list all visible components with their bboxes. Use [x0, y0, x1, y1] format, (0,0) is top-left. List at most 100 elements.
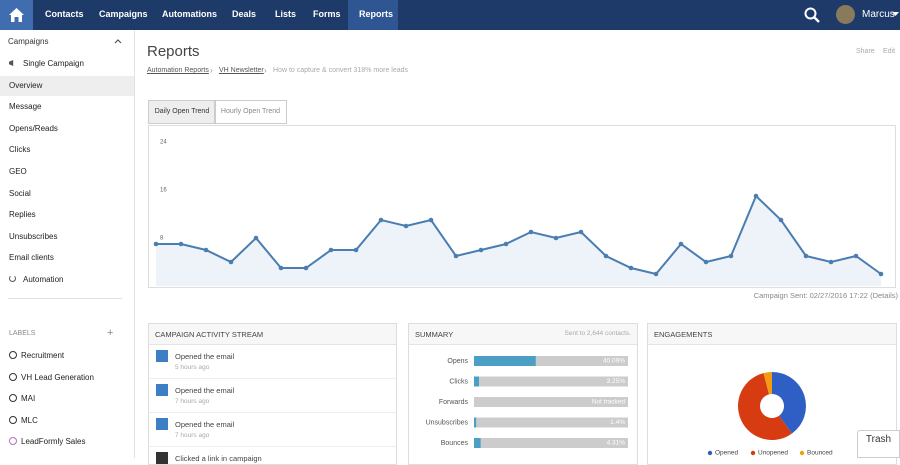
trend-chart-box: 8 16 24 [148, 125, 896, 288]
nav-item[interactable]: Campaigns [99, 9, 148, 19]
nav-item[interactable]: Forms [313, 9, 341, 19]
sidebar-item[interactable]: Replies [9, 210, 36, 220]
label-item[interactable]: VH Lead Generation [21, 372, 94, 382]
add-label[interactable]: + [107, 327, 114, 339]
sidebar-item[interactable]: Social [9, 188, 31, 198]
search-icon[interactable] [803, 6, 821, 24]
page-title: Reports [147, 43, 200, 60]
sidebar-item[interactable]: Single Campaign [23, 59, 84, 68]
summary-chart: Opens 40.09% Clicks 3.25% Forwards Not tracke… [426, 356, 628, 448]
summary-track [474, 397, 628, 407]
sidebar-item[interactable]: Message [9, 102, 42, 112]
legend-dot [707, 450, 713, 456]
trash-button[interactable]: Trash [857, 430, 900, 458]
summary-bar [474, 417, 477, 428]
sidebar-section[interactable]: Campaigns [8, 37, 49, 46]
trend-point [378, 217, 384, 223]
details-link[interactable]: (Details) [870, 291, 898, 300]
sent-date: Campaign Sent: 02/27/2016 17:22 [753, 291, 868, 300]
summary-track [474, 376, 628, 387]
summary-value: 40.09% [603, 358, 625, 365]
pie-slice [763, 372, 772, 395]
nav-item[interactable]: Deals [232, 9, 257, 19]
label-item[interactable]: LeadFormly Sales [21, 437, 86, 447]
trend-point [303, 265, 309, 271]
activity-avatar [156, 350, 168, 362]
trend-point [478, 247, 484, 253]
activity-text: Opened the email [175, 420, 235, 429]
pie-slice [772, 372, 806, 434]
trend-point [203, 247, 209, 253]
home-icon [9, 8, 24, 22]
label-item[interactable]: Recruitment [21, 351, 65, 360]
sidebar-item[interactable]: Unsubscribes [9, 231, 58, 241]
trend-point [728, 253, 734, 259]
summary-value: 3.25% [607, 378, 626, 385]
panel-title: SUMMARY [415, 330, 454, 339]
label-circle [9, 437, 17, 446]
trend-point [528, 229, 534, 235]
sidebar-item[interactable]: Overview [9, 80, 43, 90]
home-button[interactable] [0, 0, 33, 30]
activity-divider [149, 378, 396, 379]
sidebar-item[interactable]: Automation [23, 275, 64, 284]
sidebar-item[interactable]: Clicks [9, 145, 31, 155]
activity-avatar [156, 418, 168, 430]
sidebar: Campaigns LABELS + Single Campaign Overvi… [0, 30, 135, 458]
trend-point [628, 265, 634, 271]
trend-point [678, 241, 684, 247]
legend-dot [799, 450, 805, 456]
y-tick-label: 24 [160, 140, 167, 146]
pie-slice [738, 373, 792, 440]
sidebar-item[interactable]: GEO [9, 167, 27, 176]
activity-text: Opened the email [175, 352, 235, 361]
avatar[interactable] [836, 5, 855, 24]
edit-link[interactable]: Edit [883, 48, 896, 55]
activity-time: 5 hours ago [175, 364, 210, 371]
trend-point [828, 259, 834, 265]
trend-point [603, 253, 609, 259]
nav-item[interactable]: Reports [359, 9, 394, 19]
trend-point [753, 193, 759, 199]
collapse-icon[interactable] [114, 38, 122, 44]
activity-divider [149, 412, 396, 413]
y-tick-label: 8 [160, 236, 164, 242]
activity-time: 7 hours ago [175, 432, 210, 439]
breadcrumb-2[interactable]: VH Newsletter [219, 67, 264, 74]
engagement-chart: Opened Unopened Bounced [707, 372, 833, 457]
trend-point [503, 241, 509, 247]
share-link[interactable]: Share [856, 48, 875, 55]
active-item-bg [0, 75, 134, 96]
trend-point [428, 217, 434, 223]
trend-point [803, 253, 809, 259]
nav-item[interactable]: Contacts [45, 9, 84, 19]
top-nav: Marcus Contacts Campaigns Automations Deals… [0, 0, 900, 30]
trend-chart: 8 16 24 [153, 140, 884, 286]
legend-label: Bounced [807, 450, 833, 457]
breadcrumb-sep: › [210, 66, 213, 75]
summary-bar [474, 356, 536, 366]
user-name[interactable]: Marcus [862, 9, 895, 20]
label-circle [9, 372, 17, 381]
activity-text: Clicked a link in campaign [175, 454, 262, 463]
nav-item[interactable]: Automations [162, 9, 217, 19]
label-circle [9, 351, 17, 359]
engagements-panel: ENGAGEMENTS Opened Unopened Bounced [647, 323, 897, 465]
trend-point [178, 241, 184, 247]
y-tick-label: 16 [160, 188, 167, 194]
label-item[interactable]: MLC [21, 415, 38, 425]
summary-bar [474, 376, 480, 387]
breadcrumb-1[interactable]: Automation Reports [147, 67, 209, 74]
nav-item[interactable]: Lists [275, 9, 297, 19]
summary-label: Unsubscribes [426, 419, 469, 426]
sidebar-item[interactable]: Opens/Reads [9, 123, 58, 133]
summary-track [474, 438, 628, 448]
summary-value: 4.31% [607, 440, 626, 447]
label-item[interactable]: MAI [21, 394, 36, 404]
tab-active[interactable]: Daily Open Trend [148, 100, 216, 124]
sidebar-item[interactable]: Email clients [9, 253, 54, 263]
label-circle [9, 394, 17, 403]
refresh-icon [9, 275, 16, 282]
activity-avatar [156, 452, 168, 464]
tab[interactable]: Hourly Open Trend [214, 100, 287, 124]
